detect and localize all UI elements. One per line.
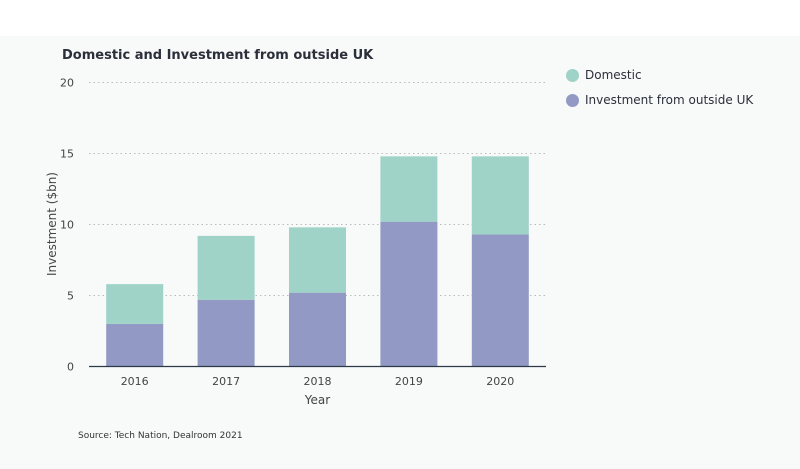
y-tick-label: 5 [67,290,74,303]
bar-domestic [471,156,529,235]
bar-investment-from-outside-uk [106,323,164,367]
y-tick-label: 20 [60,77,74,90]
x-tick-label: 2017 [212,375,240,388]
legend-swatch [566,68,579,82]
y-tick-label: 0 [67,361,74,374]
legend-item-domestic: Domestic [566,68,642,82]
bar-domestic [289,227,346,293]
bar-investment-from-outside-uk [289,292,346,367]
legend-swatch [566,93,579,107]
bar-investment-from-outside-uk [380,221,438,367]
x-tick-label: 2019 [395,375,423,388]
y-tick-label: 15 [60,148,74,161]
chart-title: Domestic and Investment from outside UK [62,48,374,63]
legend-label: Investment from outside UK [585,93,754,107]
bar-domestic [380,156,438,222]
bar-domestic [106,284,164,324]
legend-item-investment: Investment from outside UK [566,93,753,107]
x-tick-label: 2020 [486,375,514,388]
y-tick-label: 10 [60,219,74,232]
bar-domestic [197,235,255,300]
x-axis-title: Year [304,393,330,407]
y-axis-title: Investment ($bn) [45,172,59,276]
x-tick-label: 2018 [304,375,332,388]
x-tick-label: 2016 [121,375,149,388]
bar-investment-from-outside-uk [471,234,529,367]
bar-investment-from-outside-uk [197,299,255,367]
legend-label: Domestic [585,68,642,82]
source-note: Source: Tech Nation, Dealroom 2021 [78,431,243,441]
